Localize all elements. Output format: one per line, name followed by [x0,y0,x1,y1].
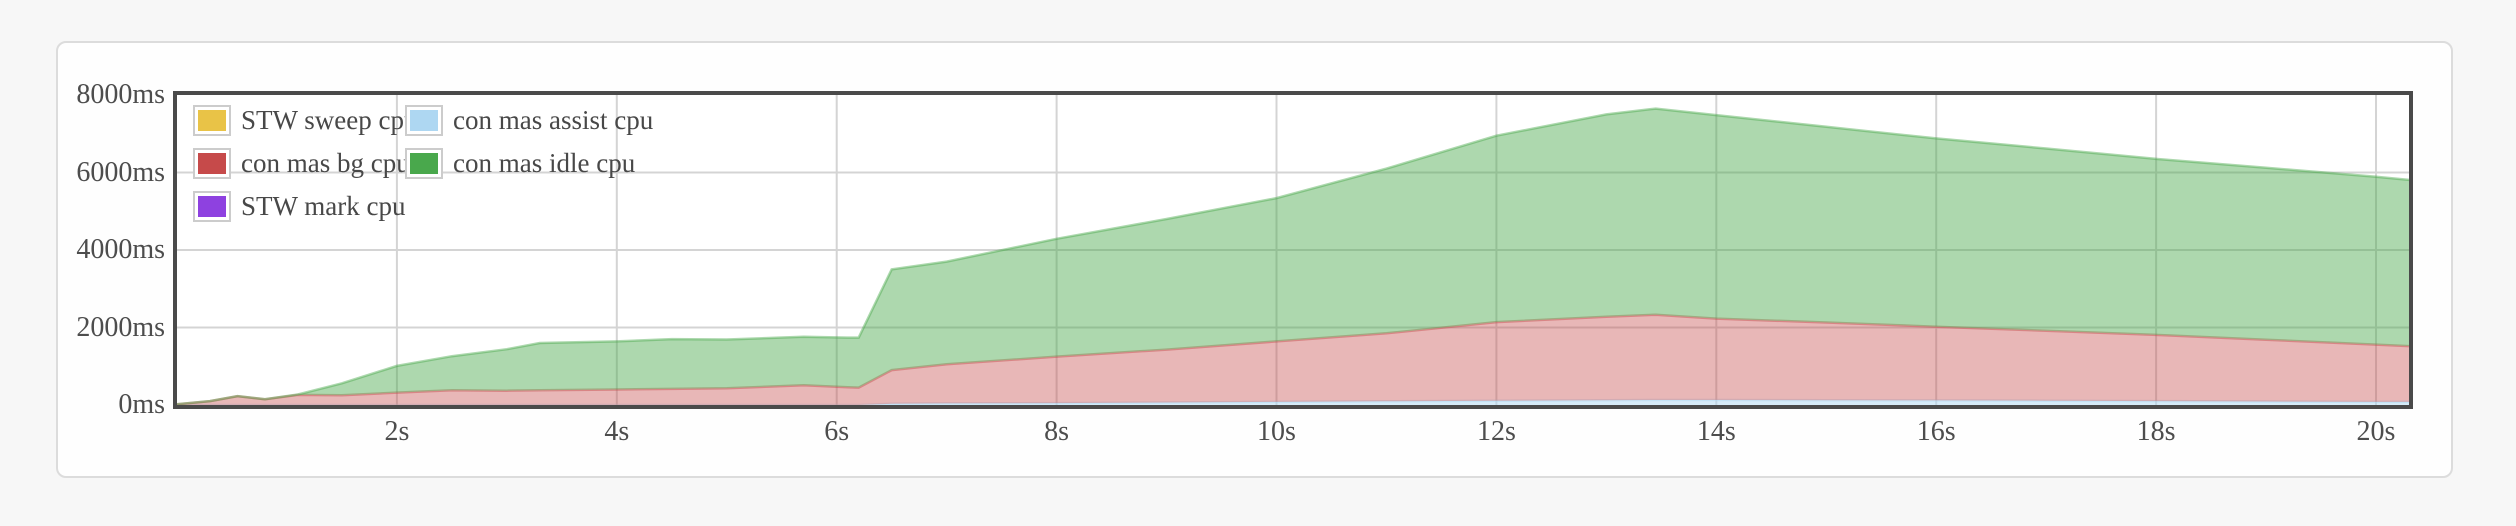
area-con-mas-assist-cpu [177,400,2409,405]
x-tick-label: 4s [604,416,630,447]
x-tick-label: 2s [384,416,410,447]
y-tick-label: 8000ms [76,79,165,110]
y-tick-label: 6000ms [76,156,165,188]
legend-item-stw-sweep-cpu: STW sweep cpu [193,103,417,137]
legend-label: STW sweep cpu [241,104,418,135]
legend-swatch-icon [193,190,231,222]
legend-item-con-mas-idle-cpu: con mas idle cpu [405,146,635,180]
x-tick-label: 6s [824,416,850,447]
legend-label: con mas assist cpu [453,104,654,135]
legend-label: con mas bg cpu [241,147,410,178]
legend-label: STW mark cpu [241,190,406,221]
y-tick-label: 4000ms [76,234,165,265]
area-edge-con-mas-idle-cpu [177,107,2409,405]
x-tick-label: 8s [1044,416,1070,447]
x-tick-label: 14s [1696,416,1736,447]
x-tick-label: 12s [1476,416,1516,447]
legend-swatch-icon [405,104,443,136]
legend: STW sweep cpu con mas bg cpu STW mark cpu c… [193,103,653,233]
area-con-mas-idle-cpu [177,108,2409,405]
x-tick-label: 16s [1916,416,1956,447]
legend-swatch-icon [193,104,231,136]
area-edge-con-mas-assist-cpu [177,398,2409,405]
area-edge-con-mas-bg-cpu [177,313,2409,405]
legend-item-con-mas-bg-cpu: con mas bg cpu [193,146,410,180]
legend-label: con mas idle cpu [453,147,636,178]
legend-item-con-mas-assist-cpu: con mas assist cpu [405,103,653,137]
area-con-mas-bg-cpu [177,314,2409,405]
x-tick-label: 20s [2356,416,2396,447]
legend-swatch-icon [405,147,443,179]
y-tick-label: 2000ms [76,311,165,343]
chart-panel: STW sweep cpu con mas bg cpu STW mark cpu c… [56,41,2453,478]
y-tick-label: 0ms [118,389,165,420]
legend-item-stw-mark-cpu: STW mark cpu [193,189,407,223]
legend-swatch-icon [193,147,231,179]
chart-canvas [177,95,2409,405]
plot-area: STW sweep cpu con mas bg cpu STW mark cpu c… [173,91,2413,409]
x-tick-label: 10s [1257,416,1296,447]
x-tick-label: 18s [2136,416,2176,447]
